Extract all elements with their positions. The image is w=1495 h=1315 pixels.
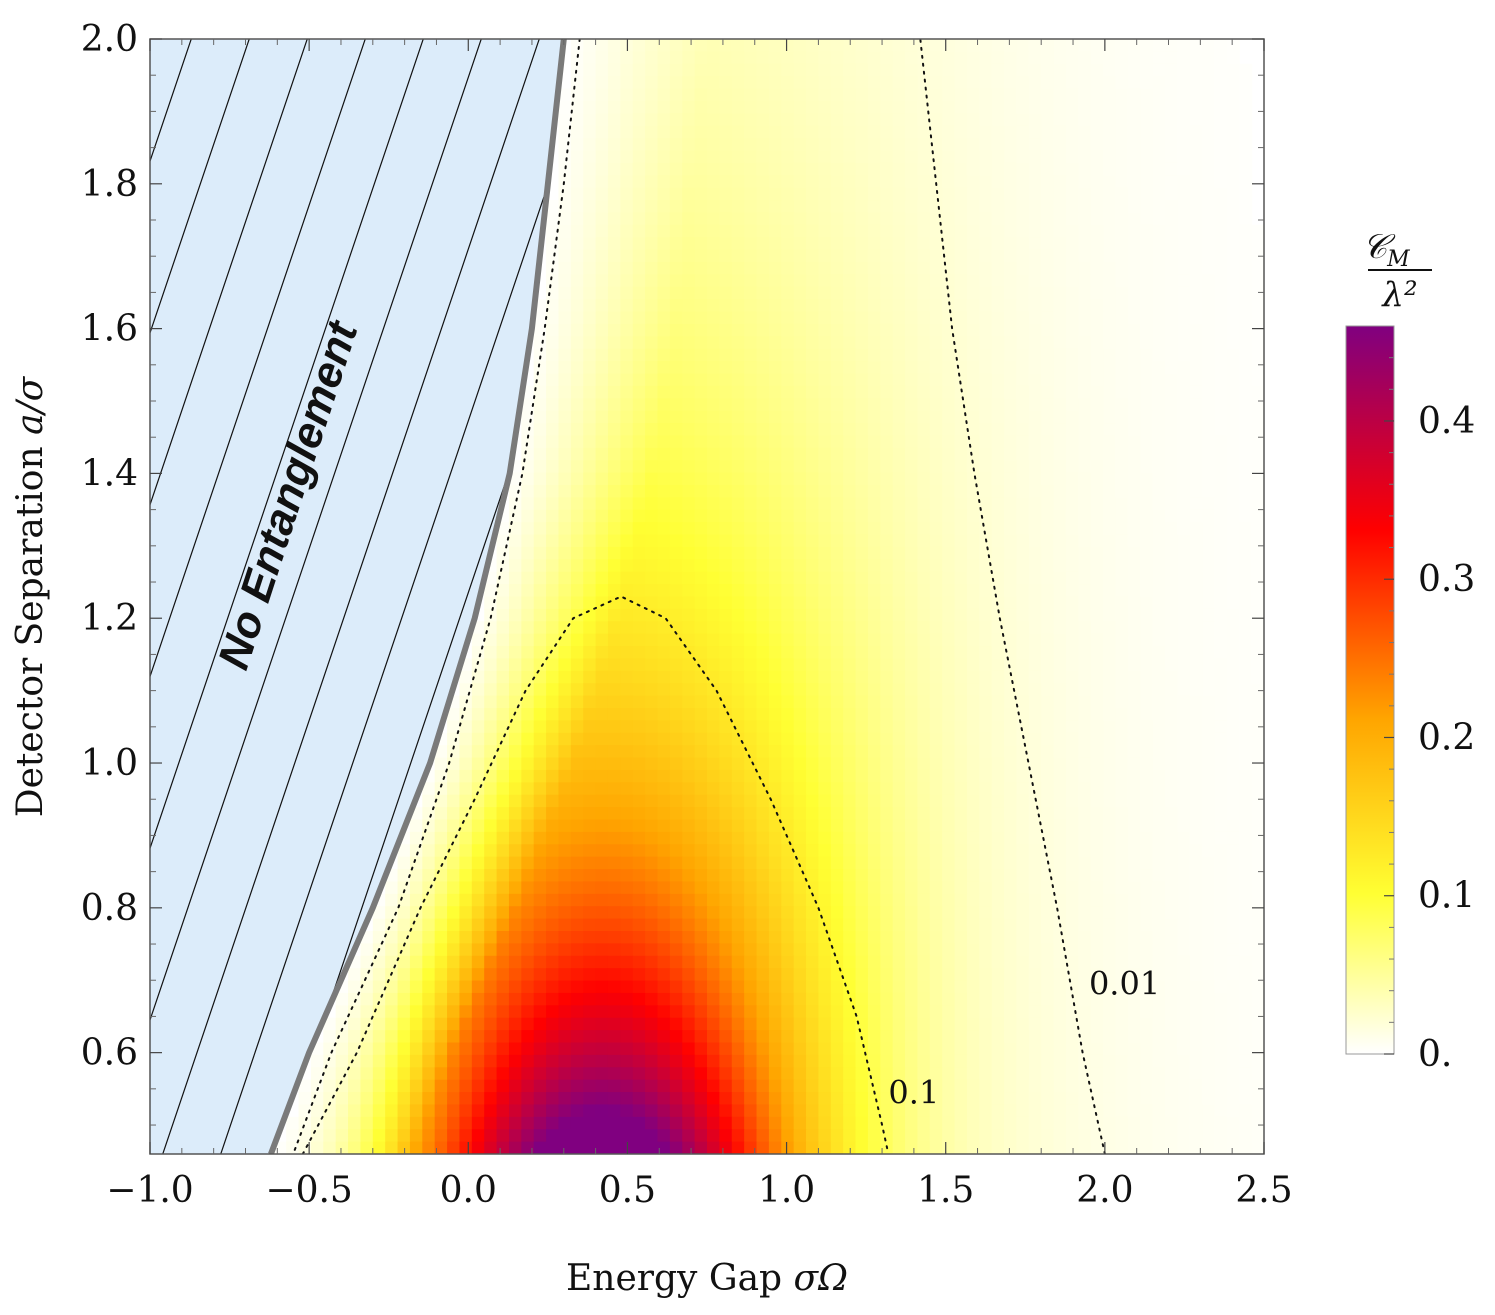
colorbar-tick-label: 0.4 <box>1418 401 1475 442</box>
y-tick-label: 0.6 <box>81 1033 138 1074</box>
contour-label-0-1: 0.1 <box>888 1073 939 1111</box>
y-tick-label: 1.8 <box>81 164 138 205</box>
x-axis-title-math: σΩ <box>794 1258 848 1299</box>
x-tick-label: 0.5 <box>599 1170 656 1211</box>
y-tick-label: 1.0 <box>81 743 138 784</box>
y-axis-title-text: Detector Separation <box>10 435 51 817</box>
x-tick-label: 1.5 <box>917 1170 974 1211</box>
y-tick-label: 1.4 <box>81 453 138 494</box>
y-tick-label: 2.0 <box>81 19 138 60</box>
colorbar-title-denominator: λ² <box>1380 275 1417 315</box>
colorbar-tick-label: 0.3 <box>1418 559 1475 600</box>
x-axis-title: Energy Gap σΩ <box>566 1258 848 1299</box>
y-tick-label: 1.6 <box>81 309 138 350</box>
contour-line-2 <box>292 39 581 1154</box>
colorbar-ticks: 0. 0.1 0.2 0.3 0.4 <box>1384 357 1475 1075</box>
x-tick-label: 2.0 <box>1076 1170 1133 1211</box>
x-tick-label: 0.0 <box>440 1170 497 1211</box>
colorbar-tick-label: 0.2 <box>1418 717 1475 758</box>
x-tick-label: 2.5 <box>1235 1170 1292 1211</box>
plot-frame <box>149 38 1265 1155</box>
contour-lines <box>292 39 1106 1154</box>
entanglement-boundary <box>268 39 567 1154</box>
x-axis: −1.0 −0.5 0.0 0.5 1.0 1.5 2.0 2.5 <box>106 39 1293 1211</box>
contour-line-1 <box>919 39 1106 1154</box>
colorbar-title-subscript: M <box>1386 247 1410 272</box>
y-tick-label: 0.8 <box>81 888 138 929</box>
colorbar-title-numerator: 𝒞M <box>1362 227 1410 272</box>
contour-line-0 <box>301 595 890 1154</box>
y-axis: 0.6 0.8 1.0 1.2 1.4 1.6 1.8 2.0 <box>81 19 1264 1126</box>
contour-label-0-01: 0.01 <box>1089 965 1160 1003</box>
x-tick-label: −0.5 <box>265 1170 352 1211</box>
colorbar-tick-label: 0.1 <box>1418 876 1475 917</box>
x-tick-label: 1.0 <box>758 1170 815 1211</box>
colorbar-gradient <box>1345 325 1395 1055</box>
y-axis-title: Detector Separation a/σ <box>10 375 51 817</box>
x-tick-label: −1.0 <box>106 1170 193 1211</box>
y-axis-title-math: a/σ <box>10 375 51 435</box>
colorbar-tick-label: 0. <box>1418 1034 1452 1075</box>
x-axis-title-text: Energy Gap <box>566 1258 794 1299</box>
y-tick-label: 1.2 <box>81 598 138 639</box>
colorbar: 𝒞M λ² 0. 0.1 0.2 0.3 0.4 <box>1345 227 1475 1075</box>
